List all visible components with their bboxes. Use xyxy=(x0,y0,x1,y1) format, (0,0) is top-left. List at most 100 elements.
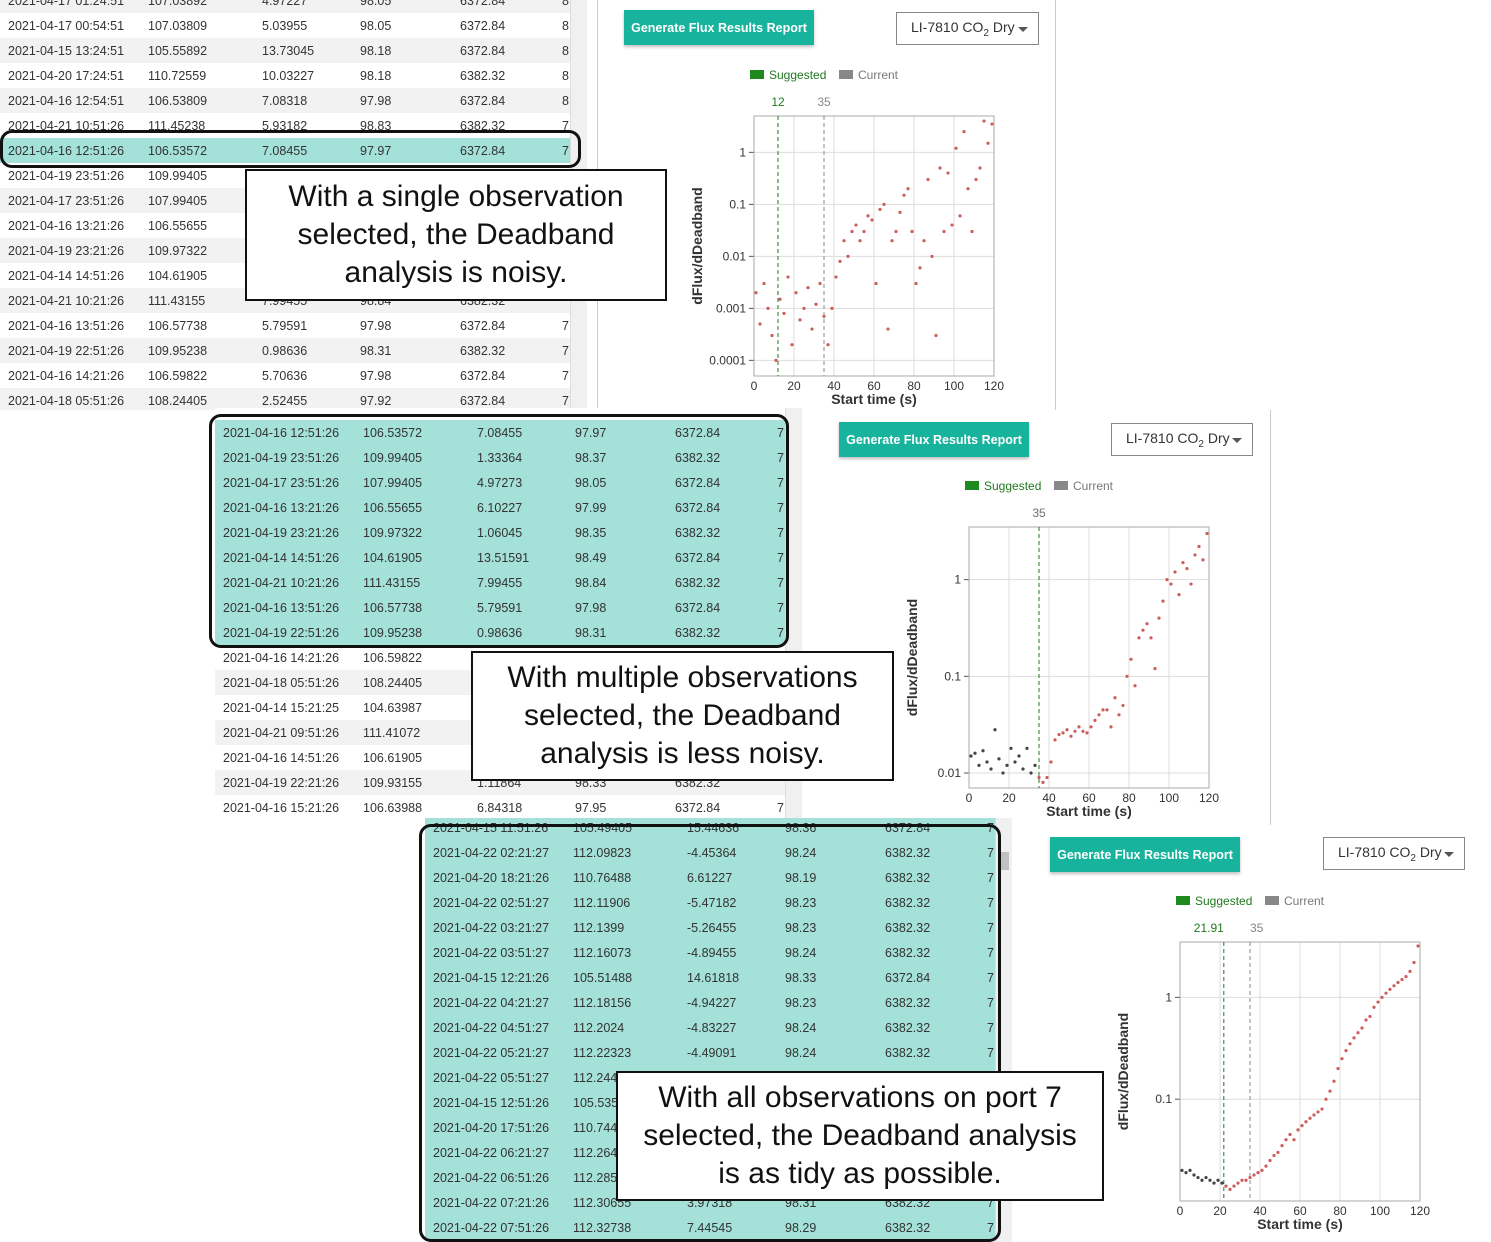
table-row[interactable]: 2021-04-15 13:24:51 105.55892 13.73045 98.1… xyxy=(0,38,578,63)
data-point xyxy=(1184,1171,1188,1175)
table-cell: 109.97322 xyxy=(148,238,262,263)
table-cell: 107.03809 xyxy=(148,18,208,33)
data-point xyxy=(1025,746,1029,750)
table-row[interactable]: 2021-04-21 10:51:26 111.45238 5.93182 98.83… xyxy=(0,113,578,138)
table-row[interactable]: 2021-04-22 02:21:27 112.09823 -4.45364 98.2… xyxy=(425,840,1003,865)
instrument-dropdown[interactable]: LI-7810 CO2 Dry xyxy=(896,12,1039,45)
data-point xyxy=(1105,708,1109,712)
table-row[interactable]: 2021-04-19 22:51:26 109.95238 0.98636 98.31… xyxy=(0,338,578,363)
data-point xyxy=(1169,582,1173,586)
table-row[interactable]: 2021-04-16 12:54:51 106.53809 7.08318 97.98… xyxy=(0,88,578,113)
data-point xyxy=(1097,713,1101,717)
data-point xyxy=(993,728,997,732)
table-row[interactable]: 2021-04-14 14:51:26 104.61905 13.51591 98.4… xyxy=(215,545,793,570)
data-point xyxy=(846,254,850,258)
table-cell: 2021-04-20 18:21:26 xyxy=(425,865,573,890)
instrument-dropdown[interactable]: LI-7810 CO2 Dry xyxy=(1323,837,1465,870)
table-row[interactable]: 2021-04-22 03:51:27 112.16073 -4.89455 98.2… xyxy=(425,940,1003,965)
generate-report-button[interactable]: Generate Flux Results Report xyxy=(1050,837,1240,872)
data-point xyxy=(1173,570,1177,574)
table-cell: 112.18156 xyxy=(573,990,687,1015)
table-row[interactable]: 2021-04-19 23:21:26 109.97322 1.06045 98.35… xyxy=(215,520,793,545)
data-point xyxy=(1320,1107,1324,1111)
table-cell: 2021-04-19 23:21:26 xyxy=(215,520,363,545)
data-point xyxy=(1220,1181,1224,1185)
table-cell: 107.99405 xyxy=(363,470,477,495)
data-point xyxy=(1021,767,1025,771)
table-row[interactable]: 2021-04-15 11:51:26 105.49405 15.44636 98.3… xyxy=(425,818,1003,840)
table-cell: 98.05 xyxy=(360,0,460,13)
table-row[interactable]: 2021-04-19 22:51:26 109.95238 0.98636 98.31… xyxy=(215,620,793,645)
table-row[interactable]: 2021-04-16 13:21:26 106.55655 xyxy=(0,213,578,238)
data-point xyxy=(1117,713,1121,717)
table-row[interactable]: 2021-04-16 13:51:26 106.57738 5.79591 97.98… xyxy=(215,595,793,620)
table-row[interactable]: 2021-04-15 12:21:26 105.51488 14.61818 98.3… xyxy=(425,965,1003,990)
data-point xyxy=(854,223,858,227)
table-row[interactable]: 2021-04-16 13:51:26 106.57738 5.79591 97.98… xyxy=(0,313,578,338)
table-row[interactable]: 2021-04-16 15:21:26 106.63988 6.84318 97.95… xyxy=(215,795,793,820)
table-row[interactable]: 2021-04-16 12:51:26 106.53572 7.08455 97.97… xyxy=(0,138,578,163)
table-cell: 98.05 xyxy=(360,18,392,33)
data-point xyxy=(982,119,986,123)
table-cell: 6382.32 xyxy=(460,68,506,83)
generate-report-button[interactable]: Generate Flux Results Report xyxy=(839,422,1029,457)
table-cell: 112.09823 xyxy=(573,840,687,865)
scrollbar-thumb[interactable] xyxy=(999,852,1009,870)
generate-report-button[interactable]: Generate Flux Results Report xyxy=(624,10,814,45)
data-point xyxy=(1400,977,1404,982)
table-cell: 0.98636 xyxy=(262,338,360,363)
table-row[interactable]: 2021-04-22 04:51:27 112.2024 -4.83227 98.24… xyxy=(425,1015,1003,1040)
y-tick-label: 0.0001 xyxy=(709,353,746,367)
table-cell: 2021-04-19 23:51:26 xyxy=(8,168,125,183)
data-point xyxy=(958,214,962,218)
table-cell: 6.84318 xyxy=(477,800,523,815)
table-row[interactable]: 2021-04-19 23:51:26 109.99405 1.33364 98.37… xyxy=(215,445,793,470)
data-point xyxy=(1216,1178,1220,1182)
table-cell: 105.55892 xyxy=(148,38,262,63)
data-point xyxy=(862,229,866,234)
table-row[interactable]: 2021-04-17 00:54:51 107.03809 5.03955 98.05… xyxy=(0,13,578,38)
data-point xyxy=(1396,980,1400,985)
table-row[interactable]: 2021-04-22 05:21:27 112.22323 -4.49091 98.2… xyxy=(425,1040,1003,1065)
table-row[interactable]: 2021-04-18 05:51:26 108.24405 2.52455 97.92… xyxy=(0,388,578,410)
table-row[interactable]: 2021-04-16 14:21:26 106.59822 5.70636 97.98… xyxy=(0,363,578,388)
table-row[interactable]: 2021-04-20 17:24:51 110.72559 10.03227 98.1… xyxy=(0,63,578,88)
table-row[interactable]: 2021-04-16 12:51:26 106.53572 7.08455 97.97… xyxy=(215,420,793,445)
data-point xyxy=(1121,703,1125,708)
data-point xyxy=(1113,696,1117,700)
table-row[interactable]: 2021-04-17 01:24:51 107.03892 4.97227 98.05… xyxy=(0,0,578,13)
table-row[interactable]: 2021-04-22 04:21:27 112.18156 -4.94227 98.2… xyxy=(425,990,1003,1015)
table-cell: 6382.32 xyxy=(885,1015,987,1040)
data-point xyxy=(1380,995,1384,999)
data-point xyxy=(966,187,970,191)
data-point xyxy=(834,275,838,279)
table-row[interactable]: 2021-04-19 23:51:26 109.99405 xyxy=(0,163,578,188)
table-row[interactable]: 2021-04-14 14:51:26 104.61905 xyxy=(0,263,578,288)
callout-multiple-observations: With multiple observations selected, the … xyxy=(471,651,894,781)
table-cell: 5.79591 xyxy=(262,318,308,333)
instrument-dropdown[interactable]: LI-7810 CO2 Dry xyxy=(1111,423,1253,456)
table-row[interactable]: 2021-04-22 03:21:27 112.1399 -5.26455 98.23… xyxy=(425,915,1003,940)
data-point xyxy=(794,291,798,295)
current-value-label: 35 xyxy=(1250,921,1264,935)
table-cell: 2021-04-21 10:51:26 xyxy=(8,118,125,133)
table-row[interactable]: 2021-04-16 13:21:26 106.55655 6.10227 97.99… xyxy=(215,495,793,520)
legend-swatch-current xyxy=(1054,481,1068,490)
table-cell: 2021-04-16 15:21:26 xyxy=(223,800,340,815)
data-point xyxy=(1077,725,1081,729)
table-cell: 10.03227 xyxy=(262,68,315,83)
legend-swatch-suggested xyxy=(965,481,979,490)
data-point xyxy=(1205,531,1209,536)
table-cell: 2021-04-14 15:21:25 xyxy=(223,700,340,715)
table-row[interactable]: 2021-04-20 18:21:26 110.76488 6.61227 98.19… xyxy=(425,865,1003,890)
table-row[interactable]: 2021-04-17 23:51:26 107.99405 4.97273 98.05… xyxy=(215,470,793,495)
table-cell: 0.98636 xyxy=(477,620,575,645)
table-cell: 1.06045 xyxy=(477,520,575,545)
table-cell: 6382.32 xyxy=(675,445,777,470)
table-row[interactable]: 2021-04-22 02:51:27 112.11906 -5.47182 98.2… xyxy=(425,890,1003,915)
data-point xyxy=(1392,984,1396,988)
table-cell: 2021-04-19 22:51:26 xyxy=(215,620,363,645)
table-row[interactable]: 2021-04-22 07:51:26 112.32738 7.44545 98.29… xyxy=(425,1215,1003,1240)
x-tick-label: 100 xyxy=(944,379,964,393)
